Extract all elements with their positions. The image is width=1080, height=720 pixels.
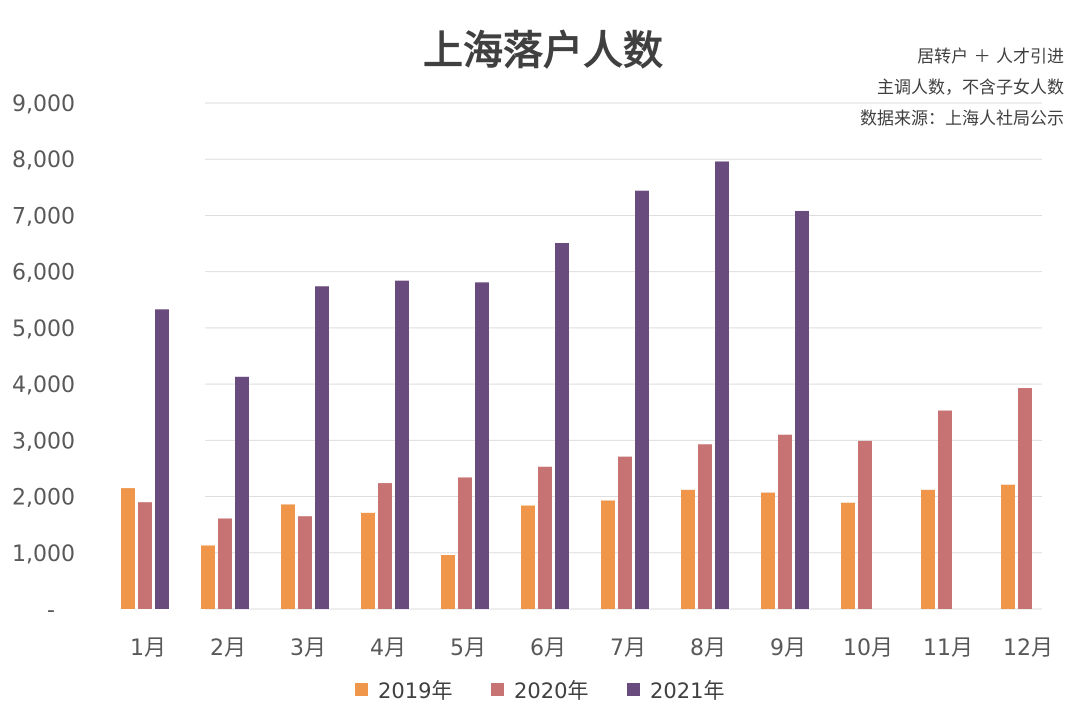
legend-swatch: [355, 683, 368, 696]
bar-2021年-5月: [475, 282, 489, 609]
x-tick-label: 5月: [450, 636, 486, 661]
y-tick-label: 3,000: [12, 429, 75, 454]
bar-2021年-1月: [155, 309, 169, 609]
x-tick-label: 3月: [290, 636, 326, 661]
legend-label: 2021年: [650, 679, 724, 703]
y-tick-label: 5,000: [12, 317, 75, 342]
bar-2020年-12月: [1018, 388, 1032, 609]
chart-title: 上海落户人数: [423, 28, 663, 74]
chart-note-2: 主调人数，不含子女人数: [877, 78, 1064, 98]
legend-label: 2019年: [378, 679, 452, 703]
y-tick-label: 8,000: [12, 148, 75, 173]
legend: 2019年 2020年 2021年: [355, 679, 724, 703]
bars: [121, 161, 1032, 610]
legend-swatch: [491, 683, 504, 696]
bar-2020年-11月: [938, 410, 952, 609]
y-tick-label: 9,000: [12, 92, 75, 117]
bar-2020年-2月: [218, 518, 232, 609]
bar-2020年-3月: [298, 516, 312, 609]
y-tick-label: 4,000: [12, 373, 75, 398]
bar-2020年-4月: [378, 483, 392, 609]
x-tick-label: 7月: [610, 636, 646, 661]
bar-2019年-10月: [841, 502, 855, 609]
bar-2019年-11月: [921, 489, 935, 609]
x-tick-label: 2月: [210, 636, 246, 661]
bar-2021年-4月: [395, 280, 409, 609]
bar-2019年-9月: [761, 492, 775, 609]
bar-2020年-5月: [458, 477, 472, 609]
bar-2021年-6月: [555, 242, 569, 609]
gridlines: [205, 102, 1042, 610]
x-tick-label: 10月: [843, 636, 893, 661]
legend-swatch: [627, 683, 640, 696]
y-tick-label: 6,000: [12, 261, 75, 286]
y-tick-label: 7,000: [12, 204, 75, 229]
x-tick-label: 4月: [370, 636, 406, 661]
legend-label: 2020年: [514, 679, 588, 703]
bar-2020年-7月: [618, 456, 632, 609]
bar-2019年-1月: [121, 488, 135, 609]
x-tick-label: 8月: [690, 636, 726, 661]
bar-2020年-1月: [138, 502, 152, 609]
bar-2019年-8月: [681, 489, 695, 609]
bar-2019年-7月: [601, 500, 615, 609]
y-tick-label: 2,000: [12, 486, 75, 511]
bar-2019年-2月: [201, 545, 215, 609]
bar-2019年-3月: [281, 504, 295, 609]
y-axis-ticks: - 1,000 2,000 3,000 4,000 5,000 6,000 7,000 8,00…: [12, 92, 75, 623]
bar-2020年-9月: [778, 434, 792, 609]
x-tick-label: 12月: [1003, 636, 1053, 661]
y-tick-label: -: [47, 598, 55, 623]
bar-2020年-6月: [538, 466, 552, 609]
y-tick-label: 1,000: [12, 542, 75, 567]
x-axis-ticks: 1月 2月 3月 4月 5月 6月 7月 8月 9月 10月 11月 12月: [130, 636, 1053, 661]
bar-2021年-7月: [635, 190, 649, 609]
x-tick-label: 6月: [530, 636, 566, 661]
bar-2021年-3月: [315, 286, 329, 609]
bar-2019年-6月: [521, 505, 535, 609]
bar-2020年-10月: [858, 440, 872, 609]
chart-note-3: 数据来源：上海人社局公示: [860, 109, 1064, 129]
bar-2019年-5月: [441, 555, 455, 609]
x-tick-label: 1月: [130, 636, 166, 661]
bar-2021年-2月: [235, 376, 249, 609]
chart-note-1: 居转户 ＋ 人才引进: [917, 47, 1064, 67]
bar-2019年-12月: [1001, 484, 1015, 609]
bar-2020年-8月: [698, 444, 712, 609]
x-tick-label: 11月: [923, 636, 973, 661]
x-tick-label: 9月: [770, 636, 806, 661]
bar-2021年-9月: [795, 210, 809, 610]
bar-2021年-8月: [715, 161, 729, 609]
bar-2019年-4月: [361, 512, 375, 609]
